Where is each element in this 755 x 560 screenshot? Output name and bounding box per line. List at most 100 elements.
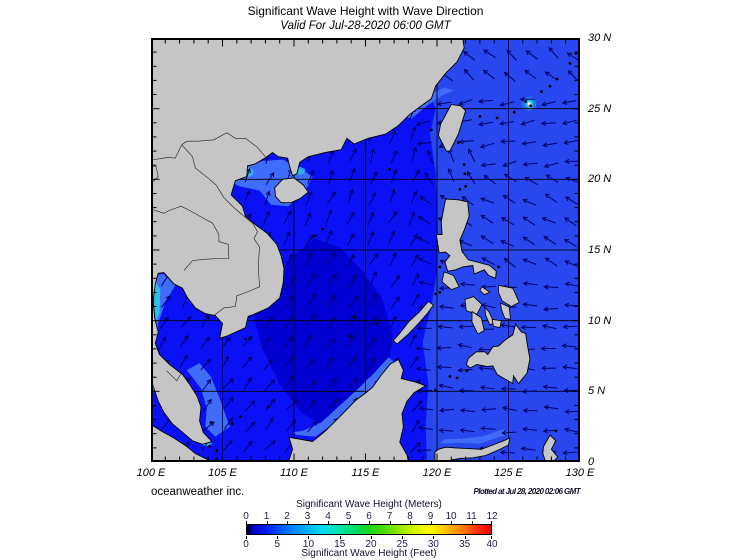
feet-tick-mark xyxy=(370,536,372,539)
wave-arrow xyxy=(349,274,357,288)
small-island xyxy=(231,422,234,426)
wave-arrow xyxy=(244,421,256,433)
wave-arrow xyxy=(499,449,515,456)
wave-arrow xyxy=(286,419,297,432)
wave-arrow xyxy=(180,316,192,328)
sumatra xyxy=(151,423,215,462)
asia-mainland xyxy=(151,38,465,445)
feet-tick-mark xyxy=(339,536,341,539)
wave-arrow xyxy=(418,280,434,286)
feet-tick-mark xyxy=(464,536,466,539)
feet-tick-mark xyxy=(277,536,279,539)
latitude-axis-labels: 30 N 25 N 20 N 15 N 10 N 5 N 0 xyxy=(588,32,628,468)
wave-arrow xyxy=(221,355,229,369)
small-island xyxy=(458,187,462,191)
wave-arrow xyxy=(367,356,376,371)
feet-tick-label: 20 xyxy=(365,539,377,550)
page-title: Significant Wave Height with Wave Direct… xyxy=(247,4,484,18)
palawan xyxy=(392,301,434,345)
wave-arrow xyxy=(564,409,580,415)
wave-arrow xyxy=(424,172,434,185)
wave-arrow xyxy=(264,190,271,205)
small-island xyxy=(208,445,211,448)
wave-arrow xyxy=(307,399,317,412)
mindanao xyxy=(465,323,531,385)
small-island xyxy=(348,334,352,338)
wave-arrow xyxy=(459,281,475,287)
wave-arrow xyxy=(348,377,359,390)
wave-arrow xyxy=(307,272,316,286)
meters-tick-label: 4 xyxy=(325,511,331,522)
wave-arrow xyxy=(458,99,473,106)
wave-arrow xyxy=(563,217,577,227)
masbate xyxy=(479,286,491,295)
wave-arrow xyxy=(483,174,496,185)
wave-arrow xyxy=(459,407,475,414)
wave-arrow xyxy=(369,292,378,306)
small-island xyxy=(455,376,459,380)
wave-arrow xyxy=(367,336,378,350)
meters-tick-label: 5 xyxy=(345,511,352,522)
wave-arrow xyxy=(200,358,211,371)
wave-arrow xyxy=(410,442,422,453)
wave-arrow xyxy=(304,212,312,227)
wave-arrow xyxy=(408,333,417,348)
wave-arrow xyxy=(463,51,476,61)
wave-arrow xyxy=(540,345,556,352)
wave-arrow xyxy=(286,294,294,309)
wave-arrow xyxy=(500,217,515,226)
wave-arrow xyxy=(410,126,417,141)
meters-tick-label: 11 xyxy=(466,511,477,522)
wave-arrow xyxy=(409,233,418,247)
wave-arrow xyxy=(503,71,516,82)
wave-arrow xyxy=(409,356,419,369)
wave-arrow xyxy=(416,140,432,147)
wave-arrow xyxy=(524,176,538,186)
latitude-tick-label: 25 N xyxy=(588,102,612,115)
hainan xyxy=(274,177,309,204)
feet-tick-mark xyxy=(308,536,310,539)
wave-arrow xyxy=(416,325,432,331)
feet-tick-label: 25 xyxy=(396,539,408,550)
wave-arrow xyxy=(563,238,577,247)
small-island xyxy=(244,337,247,341)
colorbar-feet-label: Significant Wave Height (Feet) xyxy=(301,548,437,559)
wave-arrow xyxy=(565,176,580,184)
wave-arrow xyxy=(522,216,535,226)
wave-arrow xyxy=(328,273,337,287)
wave-arrow xyxy=(305,251,313,267)
small-island xyxy=(478,115,482,118)
wave-arrow xyxy=(483,49,496,59)
peninsula-east-light xyxy=(186,363,230,437)
wave-arrow xyxy=(459,427,475,433)
wave-arrow xyxy=(466,170,476,184)
wave-arrow xyxy=(367,231,375,246)
wave-arrow xyxy=(390,274,400,288)
wave-arrow xyxy=(390,296,400,309)
wave-arrow xyxy=(411,169,420,183)
wave-arrow xyxy=(439,407,455,413)
wave-arrow xyxy=(367,211,375,226)
wave-arrow xyxy=(478,98,494,104)
wave-arrow xyxy=(543,404,559,410)
small-island xyxy=(321,227,324,231)
meters-tick-mark xyxy=(307,521,309,524)
wave-arrow xyxy=(522,302,538,308)
small-island xyxy=(429,128,433,132)
wave-arrow xyxy=(243,189,251,204)
wave-arrow xyxy=(500,386,516,392)
map-frame xyxy=(151,38,580,462)
wave-arrow xyxy=(307,169,315,184)
taiwan-strait-light xyxy=(405,87,455,119)
small-island xyxy=(438,291,442,294)
wave-arrow xyxy=(463,68,475,81)
wave-arrow xyxy=(158,336,167,350)
wave-arrow xyxy=(480,197,495,204)
small-island xyxy=(524,100,528,103)
wave-arrow xyxy=(264,440,276,451)
wave-arrow xyxy=(265,172,275,185)
wave-arrow xyxy=(417,236,431,245)
wave-arrow xyxy=(369,271,377,286)
meters-tick-mark xyxy=(328,521,329,524)
